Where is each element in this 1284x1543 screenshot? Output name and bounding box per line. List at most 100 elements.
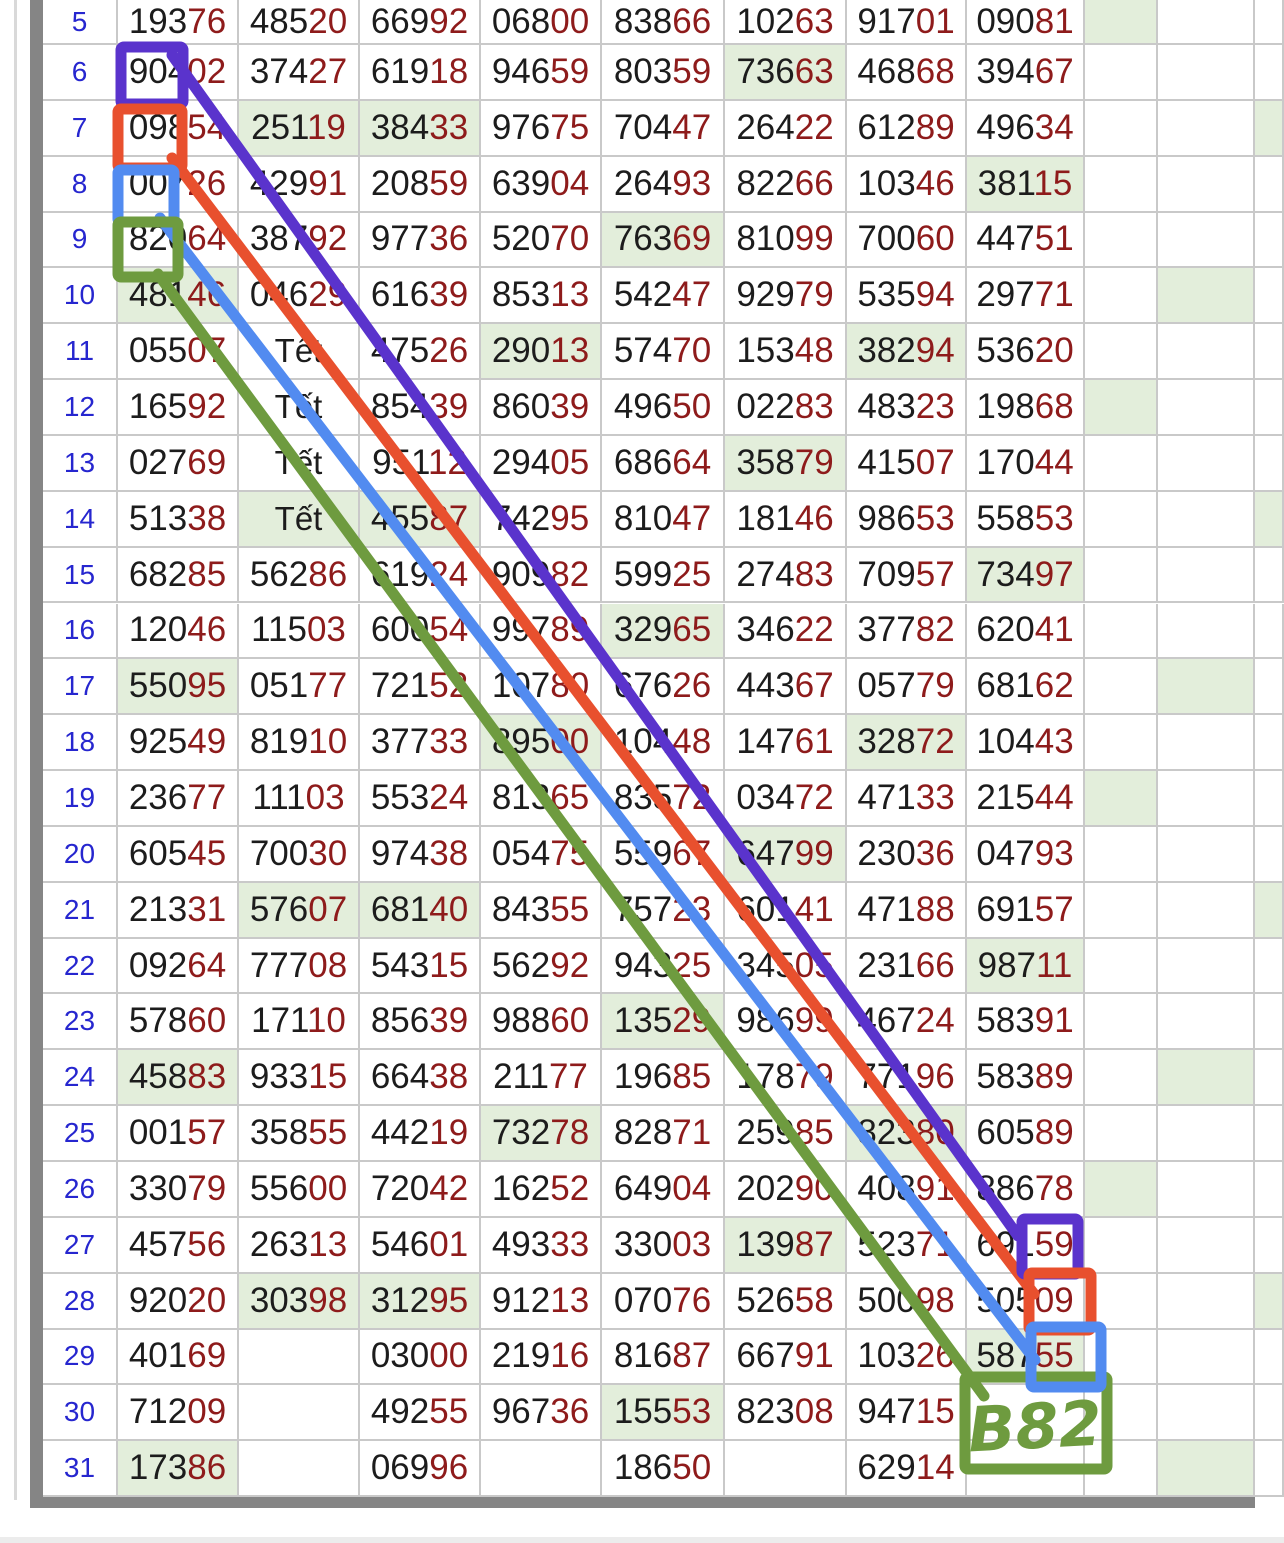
row-number: 16 [63, 614, 96, 646]
number-cell: 10448 [602, 715, 725, 772]
number-cell: 10326 [847, 1329, 967, 1386]
draw-number: 71209 [128, 1392, 227, 1432]
row-number: 24 [63, 1061, 96, 1093]
number-cell: 26422 [725, 100, 847, 157]
empty-cell [1085, 491, 1158, 548]
number-cell: 12046 [118, 603, 239, 660]
draw-number: 68140 [370, 889, 469, 929]
empty-cell [1158, 324, 1255, 381]
draw-number: 92979 [736, 275, 834, 315]
draw-number: 39467 [976, 51, 1074, 91]
number-cell: 97736 [360, 212, 481, 269]
number-cell: Tết [239, 380, 360, 436]
draw-number: 81099 [736, 219, 834, 259]
number-cell: 61639 [360, 268, 481, 325]
draw-number: 09854 [128, 107, 227, 147]
empty-cell [1085, 547, 1158, 604]
draw-number: 02769 [128, 442, 227, 482]
draw-number: 81910 [249, 722, 348, 762]
number-cell: 38115 [967, 156, 1085, 213]
draw-number: 21544 [976, 777, 1074, 817]
empty-cell [1255, 771, 1284, 827]
draw-number: 72152 [370, 666, 469, 706]
draw-number: 42991 [249, 163, 348, 203]
number-cell: 39467 [967, 45, 1085, 101]
number-cell: 90982 [481, 547, 602, 604]
empty-cell [1255, 882, 1284, 939]
number-cell: 47526 [360, 324, 481, 381]
number-cell: 97438 [360, 826, 481, 883]
number-cell: 05507 [118, 324, 239, 381]
row-number-cell: 14 [43, 491, 118, 548]
draw-number: 57860 [128, 1001, 227, 1041]
draw-number: 35879 [736, 442, 834, 482]
draw-number: 14761 [736, 722, 834, 762]
number-cell: 60545 [118, 826, 239, 883]
draw-number: 91701 [857, 1, 955, 41]
empty-cell [1158, 1273, 1255, 1330]
empty-cell [1158, 715, 1255, 772]
number-cell: 37427 [239, 45, 360, 101]
draw-number: 98711 [977, 945, 1073, 985]
number-cell: 25985 [725, 1106, 847, 1162]
empty-cell [1085, 45, 1158, 101]
row-number-cell: 28 [43, 1273, 118, 1330]
number-cell: 10780 [481, 659, 602, 716]
number-cell: 23036 [847, 826, 967, 883]
draw-number: 53594 [857, 275, 955, 315]
draw-number: 55967 [613, 833, 712, 873]
number-cell: 07076 [602, 1273, 725, 1330]
draw-number: 20859 [370, 163, 469, 203]
draw-number: 47133 [857, 777, 955, 817]
empty-cell [239, 1329, 360, 1386]
draw-number: 85439 [370, 387, 469, 427]
draw-number: 54601 [370, 1224, 469, 1264]
draw-number: 23677 [128, 777, 227, 817]
number-cell: 35879 [725, 435, 847, 492]
draw-number: 33003 [613, 1224, 712, 1264]
empty-cell [1158, 1329, 1255, 1386]
draw-number: 52070 [491, 219, 590, 259]
number-cell: 73278 [481, 1106, 602, 1162]
draw-number: 40169 [128, 1336, 227, 1376]
number-cell: 21544 [967, 771, 1085, 827]
number-cell: 63904 [481, 156, 602, 213]
draw-number: 55324 [370, 777, 469, 817]
empty-cell [1255, 380, 1284, 436]
number-cell: 06800 [481, 0, 602, 45]
draw-number: 81365 [491, 777, 590, 817]
number-cell: 40891 [847, 1162, 967, 1218]
draw-number: 86039 [491, 387, 590, 427]
draw-number: 10780 [491, 666, 590, 706]
row-number: 30 [63, 1396, 96, 1428]
draw-number: 93315 [249, 1057, 348, 1097]
number-cell: 19376 [118, 0, 239, 45]
number-cell: 17879 [725, 1050, 847, 1107]
number-cell: 29405 [481, 435, 602, 492]
row-number-cell: 17 [43, 659, 118, 716]
number-cell: 37782 [847, 603, 967, 660]
number-cell: 82308 [725, 1385, 847, 1442]
number-cell: 74295 [481, 491, 602, 548]
empty-cell [1255, 156, 1284, 213]
draw-number: 38294 [857, 331, 955, 371]
row-number: 18 [63, 726, 96, 758]
number-cell: 92549 [118, 715, 239, 772]
tet-holiday-label: Tết [274, 332, 323, 370]
empty-cell [1085, 1050, 1158, 1107]
draw-number: 49255 [370, 1392, 469, 1432]
draw-number: 85639 [370, 1001, 469, 1041]
number-cell: 29013 [481, 324, 602, 381]
number-cell: 94715 [847, 1385, 967, 1442]
number-cell: 68285 [118, 547, 239, 604]
empty-cell [1158, 938, 1255, 995]
row-number: 12 [63, 391, 96, 423]
empty-cell [1085, 1162, 1158, 1218]
draw-number: 99789 [491, 610, 590, 650]
draw-number: 84355 [491, 889, 590, 929]
number-cell: 13529 [602, 994, 725, 1051]
number-cell: 89500 [481, 715, 602, 772]
empty-cell [1255, 45, 1284, 101]
draw-number: 29405 [491, 442, 590, 482]
empty-cell [1255, 1050, 1284, 1107]
